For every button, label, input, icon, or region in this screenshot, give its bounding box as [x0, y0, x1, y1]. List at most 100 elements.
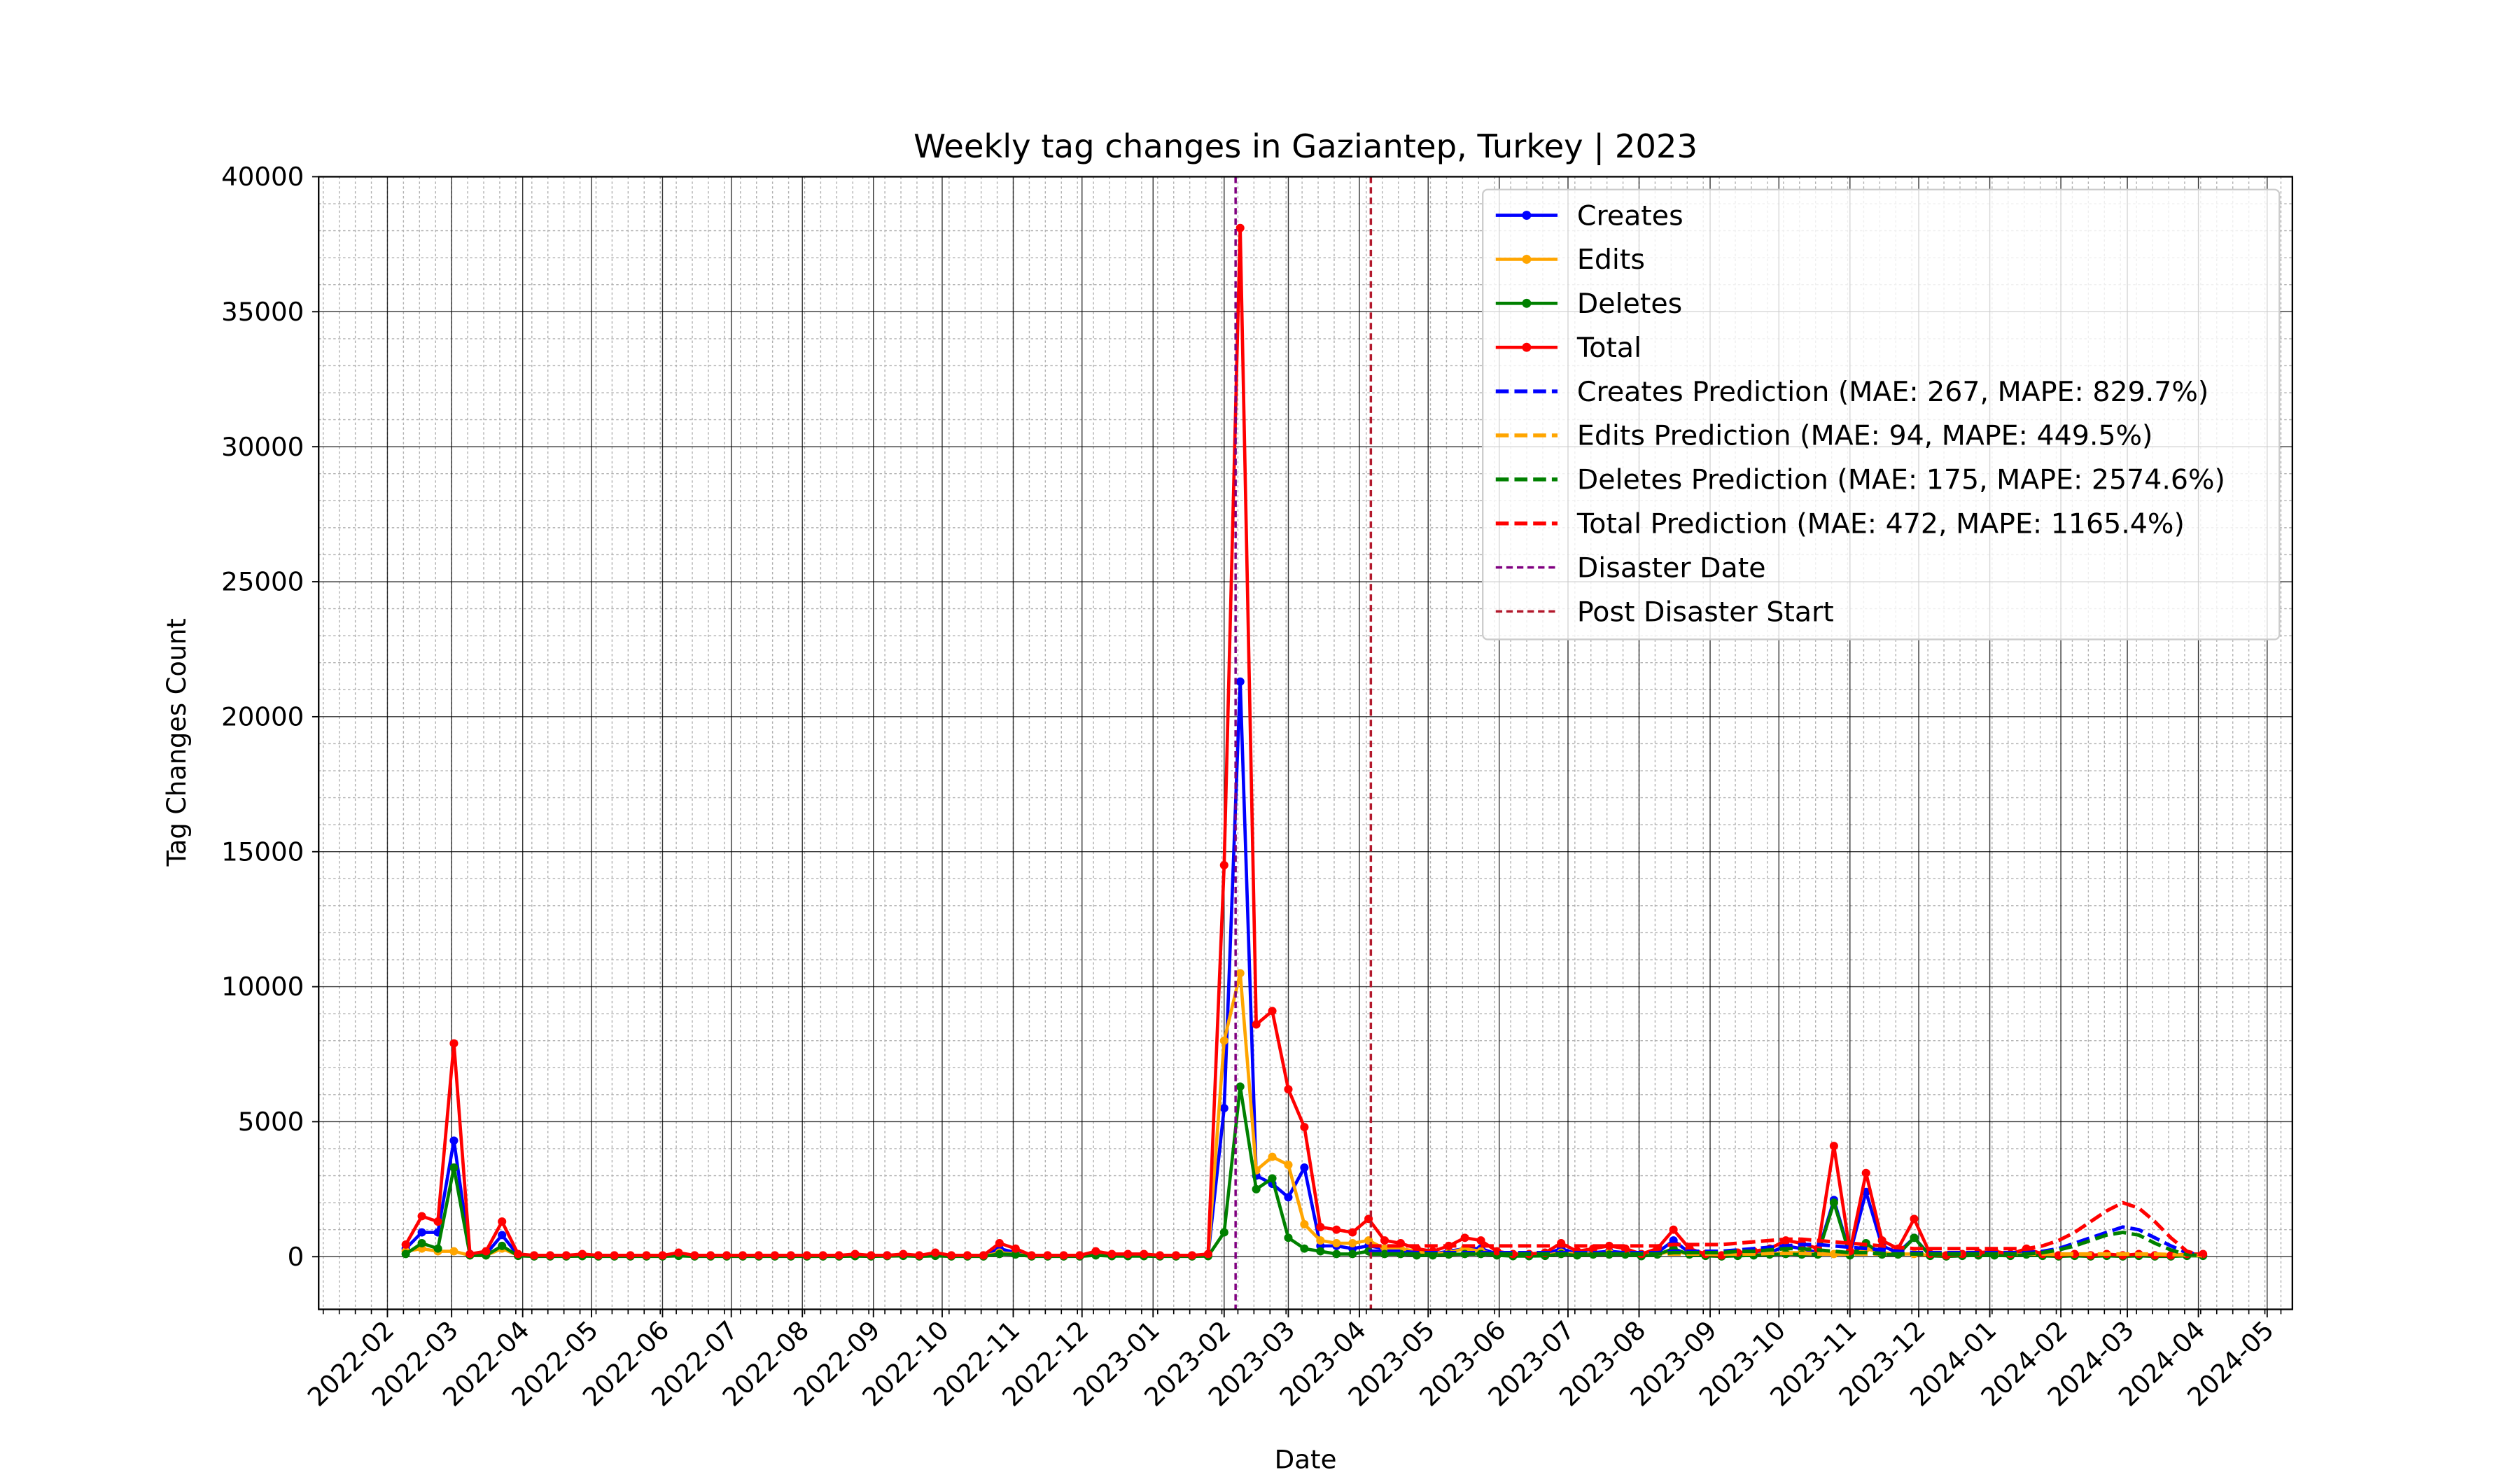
y-tick-label: 35000 [221, 297, 304, 327]
point [1348, 1250, 1357, 1259]
point [1059, 1251, 1068, 1260]
point [1027, 1251, 1036, 1260]
series-line [1368, 1200, 2204, 1257]
point [545, 1251, 555, 1260]
legend-label: Total Prediction (MAE: 472, MAPE: 1165.4… [1576, 509, 2185, 540]
point [433, 1244, 442, 1253]
y-tick-label: 15000 [221, 837, 304, 867]
point [1043, 1251, 1052, 1260]
point [1091, 1247, 1100, 1256]
point [449, 1247, 458, 1256]
point [722, 1251, 732, 1260]
point [1380, 1236, 1390, 1245]
point [1236, 1082, 1245, 1091]
point [1284, 1161, 1293, 1170]
point [1236, 969, 1245, 978]
point [449, 1136, 458, 1145]
point [1156, 1251, 1165, 1260]
point [1829, 1198, 1838, 1208]
point [1348, 1239, 1357, 1247]
point [1107, 1250, 1116, 1259]
point [1284, 1233, 1293, 1242]
legend-marker [1522, 342, 1532, 352]
point [1829, 1142, 1838, 1151]
point [674, 1248, 683, 1257]
point [1604, 1241, 1614, 1250]
point [2070, 1250, 2079, 1259]
point [802, 1251, 811, 1260]
point [1332, 1239, 1341, 1247]
point [1669, 1225, 1678, 1234]
point [1300, 1163, 1309, 1172]
point [995, 1250, 1004, 1259]
point [1140, 1250, 1149, 1259]
legend-label: Total [1576, 332, 1642, 364]
point [1316, 1222, 1325, 1231]
point [786, 1251, 795, 1260]
point [1252, 1020, 1261, 1029]
y-tick-label: 30000 [221, 432, 304, 462]
point [1910, 1214, 1919, 1224]
point [482, 1247, 491, 1256]
chart-title: Weekly tag changes in Gaziantep, Turkey … [913, 127, 1698, 166]
point [514, 1250, 523, 1259]
point [449, 1163, 458, 1172]
point [498, 1217, 507, 1226]
point [498, 1241, 507, 1250]
point [530, 1251, 539, 1260]
legend-label: Post Disaster Start [1577, 596, 1834, 628]
point [883, 1251, 892, 1260]
point [1219, 1104, 1228, 1113]
legend-label: Edits Prediction (MAE: 94, MAPE: 449.5%) [1577, 421, 2153, 452]
point [1171, 1251, 1181, 1260]
point [658, 1251, 667, 1260]
y-tick-label: 10000 [221, 972, 304, 1002]
legend-label: Creates Prediction (MAE: 267, MAPE: 829.… [1577, 377, 2208, 408]
x-axis-label: Date [1275, 1445, 1337, 1470]
point [642, 1251, 651, 1260]
point [1877, 1236, 1886, 1245]
point [738, 1251, 748, 1260]
point [915, 1251, 924, 1260]
point [1332, 1225, 1341, 1234]
point [401, 1240, 410, 1249]
point [979, 1251, 988, 1260]
point [1300, 1220, 1309, 1228]
point [433, 1217, 442, 1226]
point [1300, 1244, 1309, 1253]
point [498, 1231, 507, 1240]
point [1492, 1247, 1502, 1256]
point [867, 1251, 876, 1260]
point [899, 1250, 908, 1259]
point [561, 1251, 570, 1260]
point [449, 1039, 458, 1048]
point [995, 1239, 1004, 1247]
point [401, 1250, 410, 1259]
point [1268, 1152, 1277, 1161]
point [818, 1251, 827, 1260]
point [1236, 677, 1245, 686]
point [931, 1248, 940, 1257]
point [1268, 1174, 1277, 1183]
point [417, 1212, 426, 1221]
point [1460, 1233, 1469, 1242]
point [1861, 1168, 1870, 1177]
point [1910, 1233, 1919, 1242]
point [1348, 1228, 1357, 1237]
point [465, 1250, 475, 1259]
point [770, 1251, 779, 1260]
point [594, 1251, 603, 1260]
point [1717, 1251, 1726, 1260]
y-tick-label: 40000 [221, 162, 304, 192]
point [1268, 1007, 1277, 1016]
point [610, 1251, 619, 1260]
legend-label: Creates [1577, 201, 1684, 232]
point [1604, 1250, 1614, 1259]
point [1252, 1184, 1261, 1194]
legend-marker [1522, 254, 1532, 264]
point [1219, 861, 1228, 869]
point [1380, 1250, 1390, 1259]
point [1236, 223, 1245, 232]
point [706, 1251, 715, 1260]
